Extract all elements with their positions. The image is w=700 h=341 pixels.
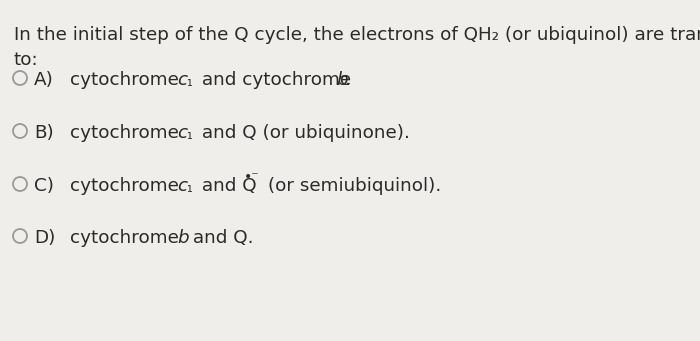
Text: c: c xyxy=(177,124,187,142)
Text: cytochrome: cytochrome xyxy=(70,124,185,142)
Text: (or semiubiquinol).: (or semiubiquinol). xyxy=(262,177,441,195)
Text: D): D) xyxy=(34,229,55,247)
Text: B): B) xyxy=(34,124,54,142)
Text: In the initial step of the Q cycle, the electrons of QH₂ (or ubiquinol) are tran: In the initial step of the Q cycle, the … xyxy=(14,26,700,44)
Text: C): C) xyxy=(34,177,54,195)
Text: •⁻: •⁻ xyxy=(244,170,260,184)
Text: cytochrome: cytochrome xyxy=(70,229,185,247)
Text: cytochrome: cytochrome xyxy=(70,71,185,89)
Text: and cytochrome: and cytochrome xyxy=(196,71,357,89)
Text: to:: to: xyxy=(14,51,38,69)
Text: .: . xyxy=(345,71,351,89)
Text: b: b xyxy=(336,71,348,89)
Text: ₁: ₁ xyxy=(186,75,192,89)
Text: and Q: and Q xyxy=(196,177,257,195)
Text: ₁: ₁ xyxy=(186,128,192,142)
Text: cytochrome: cytochrome xyxy=(70,177,185,195)
Text: c: c xyxy=(177,71,187,89)
Text: b: b xyxy=(177,229,188,247)
Text: c: c xyxy=(177,177,187,195)
Text: and Q.: and Q. xyxy=(187,229,253,247)
Text: and Q (or ubiquinone).: and Q (or ubiquinone). xyxy=(196,124,410,142)
Text: A): A) xyxy=(34,71,54,89)
Text: ₁: ₁ xyxy=(186,181,192,195)
